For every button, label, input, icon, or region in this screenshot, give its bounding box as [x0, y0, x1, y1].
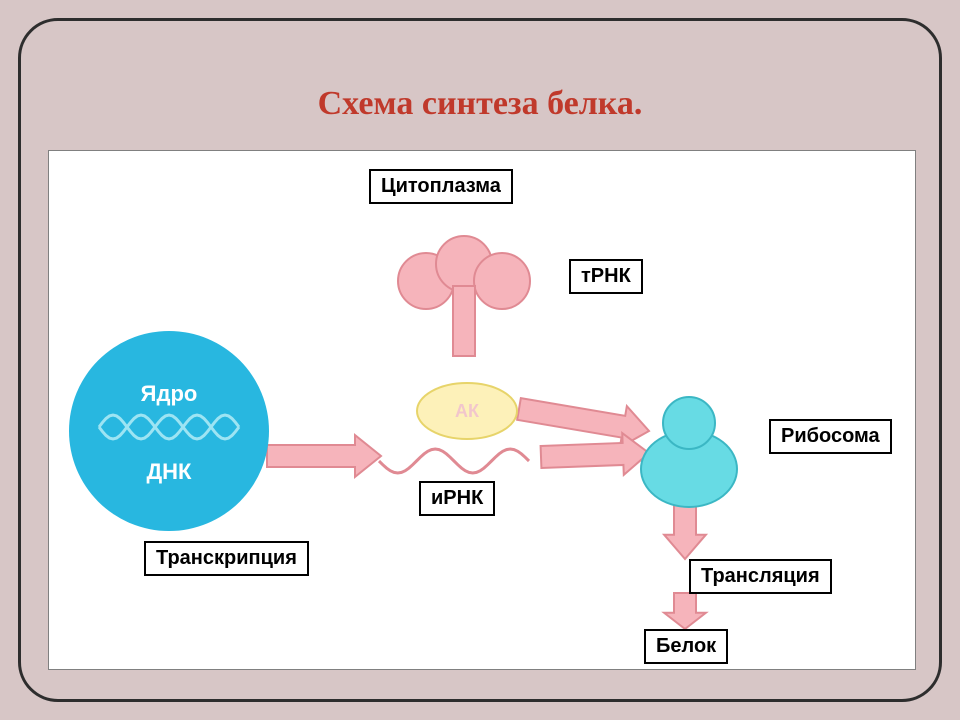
nucleus-group: Ядро ДНК [69, 331, 269, 531]
label-protein: Белок [644, 629, 728, 664]
label-ribosome: Рибосома [769, 419, 892, 454]
label-cytoplasm: Цитоплазма [369, 169, 513, 204]
ak-group: АК [417, 383, 517, 439]
ribosome-shape [641, 397, 737, 507]
diagram-canvas: Ядро ДНК АК Цитоплазма тРНК Рибосома иРН… [48, 150, 916, 670]
label-mrna: иРНК [419, 481, 495, 516]
label-trna: тРНК [569, 259, 643, 294]
mrna-wave [379, 449, 529, 473]
ak-label: АК [455, 401, 480, 421]
label-translation: Трансляция [689, 559, 832, 594]
label-transcription: Транскрипция [144, 541, 309, 576]
slide-title: Схема синтеза белка. [0, 85, 960, 123]
slide-background: Схема синтеза белка. Ядро ДНК АК Цитопла… [0, 0, 960, 720]
nucleus-label-top: Ядро [141, 381, 198, 406]
nucleus-label-bottom: ДНК [147, 459, 193, 484]
trna-shape [398, 236, 530, 356]
nucleus-circle [69, 331, 269, 531]
ribosome-head [663, 397, 715, 449]
